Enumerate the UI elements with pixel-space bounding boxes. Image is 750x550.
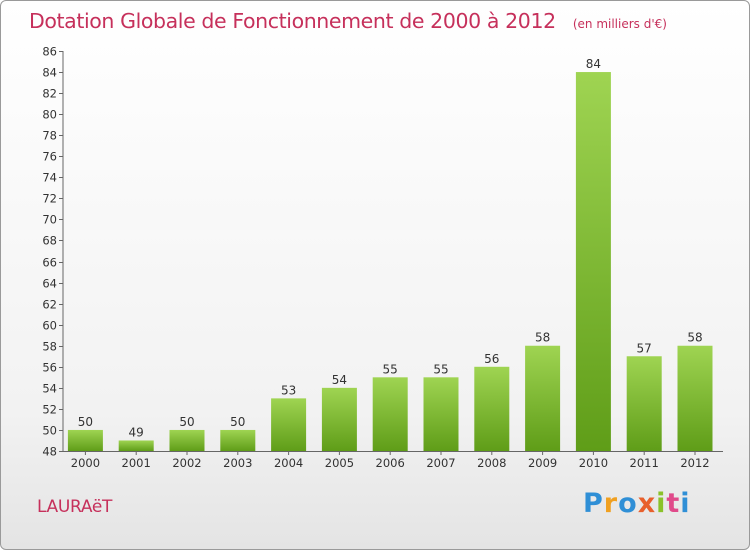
x-tick-label: 2007 [426,456,455,470]
data-label: 58 [687,331,702,345]
x-tick-label: 2000 [71,456,100,470]
x-tick-label: 2006 [376,456,405,470]
x-tick-label: 2002 [172,456,201,470]
x-tick-label: 2003 [223,456,252,470]
bar [626,356,662,451]
y-tick-label: 80 [42,108,57,122]
bar [67,429,103,451]
bar [423,377,459,451]
commune-name: LAURAëT [37,497,113,517]
y-tick-label: 56 [42,361,57,375]
data-label: 54 [332,373,347,387]
y-tick-label: 68 [42,234,57,248]
x-tick-label: 2008 [477,456,506,470]
data-label: 53 [281,383,296,397]
logo-letter: r [603,488,619,519]
data-label: 49 [129,425,144,439]
bar [271,398,307,451]
chart-title: Dotation Globale de Fonctionnement de 20… [29,9,556,33]
axes: 48 50 52 54 56 58 60 62 64 66 68 70 72 74 76 78 80 82 84 86… [42,45,723,470]
y-tick-label: 78 [42,129,57,143]
bar [575,72,611,451]
x-tick-label: 2004 [274,456,303,470]
y-tick-label: 70 [42,213,57,227]
bar [372,377,408,451]
y-tick-label: 84 [42,66,57,80]
bars: 50 49 50 50 53 54 55 55 56 58 84 57 58 [67,57,713,451]
data-label: 50 [230,415,245,429]
data-label: 84 [586,57,601,71]
y-tick-label: 62 [42,298,57,312]
data-label: 57 [637,341,652,355]
y-tick-label: 82 [42,87,57,101]
logo-letter: i [656,488,667,519]
x-tick-label: 2012 [680,456,709,470]
data-label: 56 [484,352,499,366]
y-tick-label: 76 [42,150,57,164]
proxiti-logo: Proxiti [583,488,691,519]
y-tick-label: 58 [42,340,57,354]
y-tick-label: 72 [42,192,57,206]
y-tick-label: 66 [42,256,57,270]
chart-unit: (en milliers d'€) [572,17,667,31]
y-tick-label: 60 [42,319,57,333]
y-tick-label: 48 [42,445,57,459]
data-label: 55 [433,362,448,376]
x-tick-label: 2011 [630,456,659,470]
logo-letter: o [618,488,638,519]
x-tick-label: 2010 [579,456,608,470]
x-tick-label: 2005 [325,456,354,470]
logo-letter: x [637,488,657,519]
y-tick-label: 74 [42,171,57,185]
y-tick-label: 52 [42,403,57,417]
bar [474,366,510,451]
data-label: 50 [78,415,93,429]
bar [525,345,561,451]
x-tick-label: 2001 [122,456,151,470]
logo-letter: i [680,488,691,519]
title-row: Dotation Globale de Fonctionnement de 20… [29,9,667,33]
bar [677,345,713,451]
data-label: 55 [383,362,398,376]
logo-letter: P [583,488,604,519]
y-tick-label: 54 [42,382,57,396]
bar [321,387,357,451]
x-tick-label: 2009 [528,456,557,470]
logo-letter: t [666,488,681,519]
bar [220,429,256,451]
bar [118,440,154,451]
bar [169,429,205,451]
y-tick-label: 64 [42,277,57,291]
y-tick-label: 86 [42,45,57,59]
data-label: 50 [179,415,194,429]
y-tick-label: 50 [42,424,57,438]
data-label: 58 [535,331,550,345]
